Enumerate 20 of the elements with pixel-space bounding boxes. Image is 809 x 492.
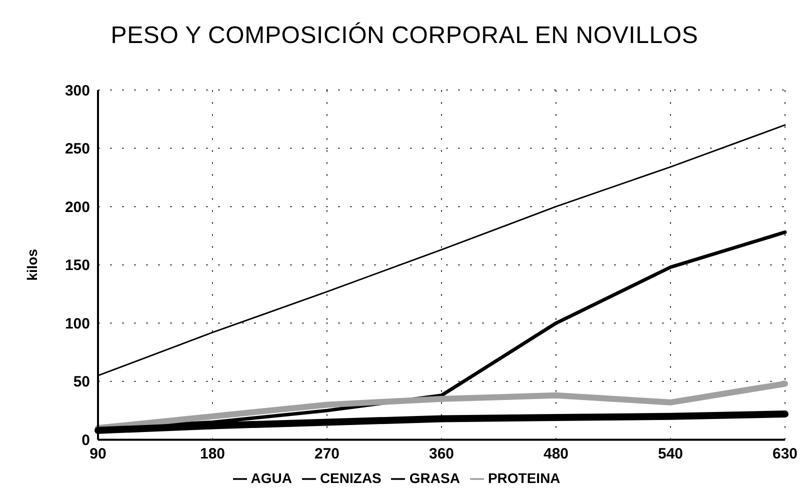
y-tick-label: 300 xyxy=(64,82,90,100)
legend-label: GRASA xyxy=(409,470,460,486)
y-tick-label: 50 xyxy=(73,374,90,391)
x-tick-label: 90 xyxy=(90,445,106,462)
y-tick-label: 250 xyxy=(64,140,90,158)
legend-label: CENIZAS xyxy=(320,470,382,486)
x-tick-label: 540 xyxy=(658,445,684,462)
x-tick-label: 630 xyxy=(772,445,798,462)
y-axis-title: kilos xyxy=(24,248,40,281)
y-tick-label: 0 xyxy=(82,432,90,450)
y-tick-label: 200 xyxy=(64,198,90,216)
x-tick-label: 180 xyxy=(200,445,226,462)
y-tick-label: 100 xyxy=(64,315,90,332)
legend-label: AGUA xyxy=(250,470,292,486)
y-tick-label: 150 xyxy=(64,257,90,274)
chart-title: PESO Y COMPOSICIÓN CORPORAL EN NOVILLOS xyxy=(110,21,700,51)
x-tick-label: 360 xyxy=(428,445,454,462)
legend-label: PROTEINA xyxy=(488,470,560,486)
x-tick-label: 480 xyxy=(543,445,569,462)
x-tick-label: 270 xyxy=(314,445,340,462)
